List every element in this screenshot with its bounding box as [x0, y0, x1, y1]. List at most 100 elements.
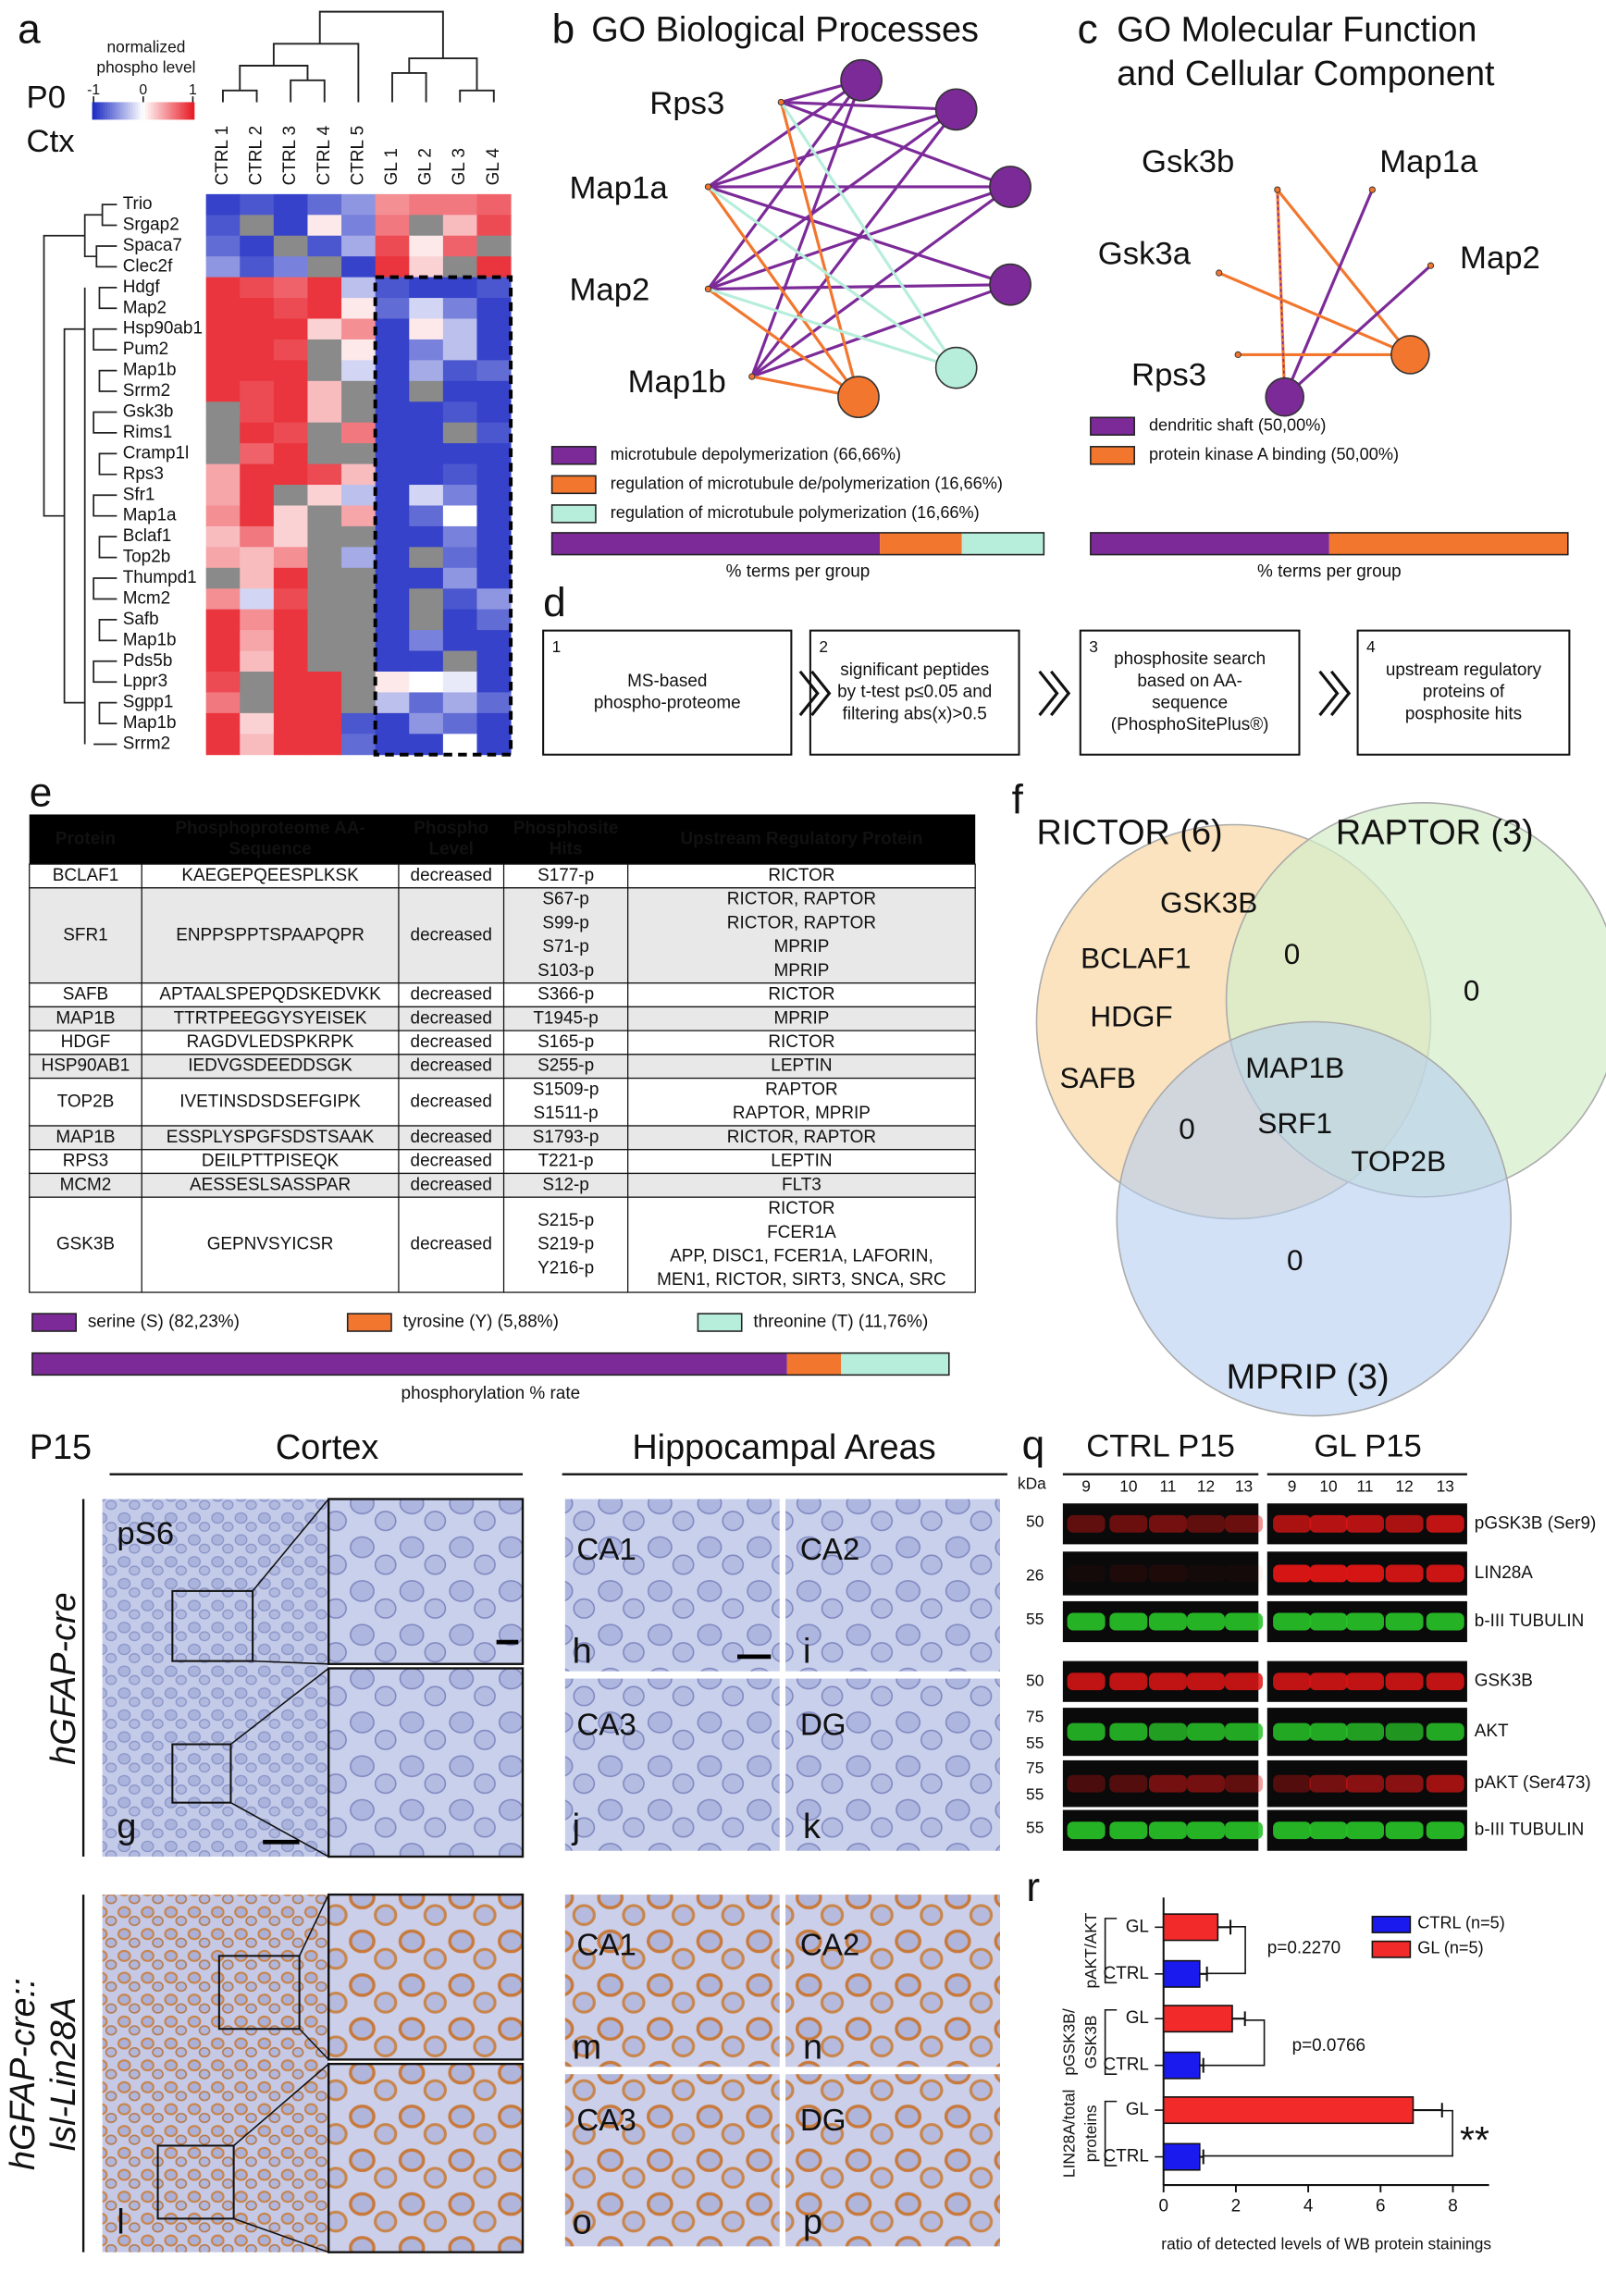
inset-connector	[298, 1894, 329, 1957]
lane-label: 10	[1319, 1476, 1337, 1495]
blot-band	[1309, 1673, 1348, 1691]
blot-band	[1385, 1612, 1424, 1631]
blot-band	[1309, 1722, 1348, 1741]
table-cell: S219-p	[537, 1235, 594, 1254]
panel-letter: r	[1026, 1865, 1040, 1910]
heatmap-cell	[205, 650, 241, 673]
genotype-label: hGFAP-cre::	[4, 1978, 43, 2170]
row-label: Map1b	[123, 713, 177, 733]
heatmap-cell	[205, 588, 241, 611]
colorbar-step	[97, 102, 101, 120]
gene-label: Map2	[1460, 241, 1540, 276]
blot-band	[1385, 1673, 1424, 1691]
heatmap-cell	[273, 630, 308, 652]
panel-title: GO Molecular Function	[1117, 11, 1476, 50]
heatmap-cell	[205, 712, 241, 734]
heatmap-cell	[442, 734, 477, 756]
colorbar-step	[135, 102, 139, 120]
heatmap-cell	[476, 567, 512, 589]
legend-label: serine (S) (82,23%)	[88, 1313, 240, 1332]
heatmap-cell	[240, 525, 275, 548]
legend-title: phospho level	[96, 58, 195, 77]
category-label: GL	[1126, 2008, 1149, 2028]
colorbar-step	[125, 102, 129, 120]
network-edge	[780, 100, 1011, 189]
heatmap-cell	[205, 193, 241, 216]
category-label: CTRL	[1104, 2147, 1149, 2166]
heatmap-cell	[205, 256, 241, 278]
network-edge	[1218, 271, 1412, 356]
blot-band	[1426, 1821, 1464, 1840]
inset-connector	[230, 1801, 329, 1858]
heatmap-cell	[375, 547, 410, 569]
table-cell: HDGF	[61, 1032, 111, 1052]
group-label: proteins	[1081, 2105, 1100, 2162]
step-text: phospho-proteome	[594, 694, 741, 713]
column-label: CTRL 3	[280, 126, 300, 186]
age-label: P0	[27, 80, 66, 115]
region-label: 0	[1287, 1243, 1303, 1277]
table-cell: SAFB	[63, 985, 108, 1005]
colorbar-step	[183, 102, 188, 120]
inset-connector	[233, 2063, 329, 2147]
heatmap-cell	[442, 443, 477, 465]
heatmap-cell	[307, 422, 342, 444]
inset-connector	[233, 2217, 329, 2253]
heatmap-cell	[307, 609, 342, 631]
marker-label: 55	[1026, 1734, 1044, 1752]
table-cell: BCLAF1	[53, 866, 119, 885]
inset-marker	[217, 1955, 301, 2031]
blot-band	[1109, 1722, 1148, 1741]
category-label: CTRL	[1104, 2055, 1149, 2075]
heatmap-cell	[205, 525, 241, 548]
heatmap-cell	[240, 360, 275, 382]
row-label: Hsp90ab1	[123, 319, 203, 339]
heatmap-cell	[442, 547, 477, 569]
micrograph	[785, 2074, 1001, 2247]
inset-connector	[252, 1498, 329, 1592]
heatmap-cell	[240, 671, 275, 693]
legend-label: regulation of microtubule de/polymerizat…	[611, 475, 1003, 493]
colorbar-step	[155, 102, 159, 120]
heatmap-cell	[307, 505, 342, 527]
row-label: Pum2	[123, 339, 168, 359]
colorbar-step	[191, 102, 195, 120]
heatmap-cell	[273, 380, 308, 402]
table-row	[29, 1172, 976, 1198]
panel-letter: d	[543, 580, 566, 625]
table-cell: KAEGEPQEESPLKSK	[181, 866, 359, 885]
blot-band	[1148, 1612, 1187, 1631]
panel-letter: m	[573, 2028, 602, 2067]
legend-label: GL (n=5)	[1417, 1938, 1483, 1957]
colorbar-step	[112, 102, 117, 120]
blot-band	[1186, 1612, 1226, 1631]
micrograph	[564, 1678, 780, 1851]
heatmap-cell	[375, 671, 410, 693]
heatmap-cell	[476, 525, 512, 548]
heatmap-cell	[240, 380, 275, 402]
step-text: sequence	[1152, 694, 1228, 713]
heatmap-cell	[205, 547, 241, 569]
heatmap-cell	[409, 712, 444, 734]
table-cell: decreased	[411, 1008, 492, 1028]
heatmap-cell	[442, 609, 477, 631]
row-label: Safb	[123, 610, 159, 629]
heatmap-cell	[476, 339, 512, 361]
heatmap-cell	[442, 401, 477, 424]
blot-band	[1109, 1564, 1148, 1583]
table-cell: TOP2B	[57, 1092, 115, 1111]
heatmap-cell	[341, 215, 377, 237]
network-edge	[707, 288, 859, 399]
panel-letter: o	[573, 2203, 592, 2242]
heatmap-cell	[409, 443, 444, 465]
network-edge	[707, 108, 957, 290]
heatmap-cell	[273, 525, 308, 548]
table-cell: APTAALSPEPQDSKEDVKK	[159, 985, 381, 1005]
bar-label: % terms per group	[726, 562, 871, 582]
group-bracket	[1104, 1918, 1118, 1984]
colorbar-step	[163, 102, 167, 120]
heatmap-cell	[476, 422, 512, 444]
blot-label: pAKT (Ser473)	[1475, 1773, 1591, 1793]
blot-band	[1109, 1821, 1148, 1840]
heatmap-cell	[476, 380, 512, 402]
